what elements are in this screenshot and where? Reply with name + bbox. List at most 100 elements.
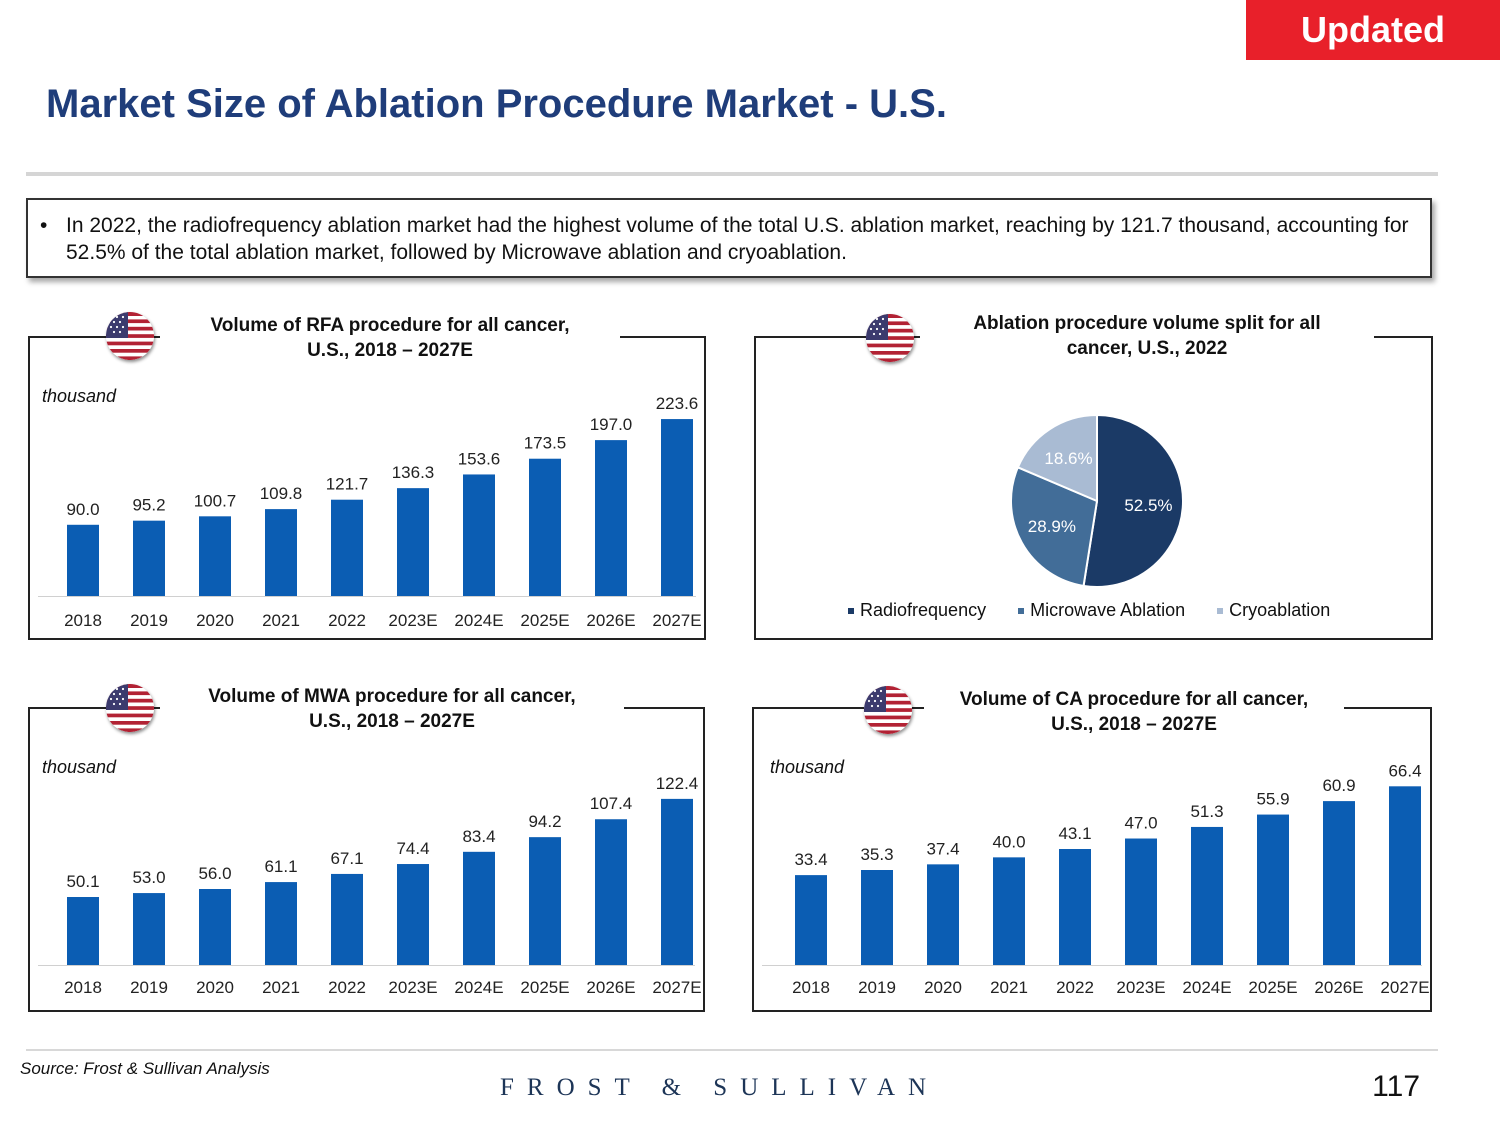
ca-chart-title: Volume of CA procedure for all cancer, U.… [924,687,1344,737]
ca-value-label: 43.1 [1058,824,1091,843]
title-divider [26,172,1438,176]
legend-item-cryoablation: Cryoablation [1217,600,1330,621]
mwa-bar [133,893,165,965]
mwa-value-label: 122.4 [656,774,699,793]
ca-tick-label: 2021 [990,978,1028,997]
bullet-marker: • [40,214,48,237]
mwa-value-label: 83.4 [462,827,495,846]
rfa-tick-label: 2021 [262,611,300,630]
ca-value-label: 55.9 [1256,790,1289,809]
rfa-bar [661,419,693,596]
summary-box: • In 2022, the radiofrequency ablation m… [26,198,1432,278]
rfa-bar [595,440,627,596]
mwa-value-label: 107.4 [590,794,633,813]
mwa-bar-chart: 50.1 2018 53.0 2019 56.0 2020 61.1 2021 67.1 2022… [38,774,702,997]
ca-tick-label: 2022 [1056,978,1094,997]
pie-value-label: 52.5% [1124,496,1172,515]
ca-bar [861,870,893,965]
mwa-bar [595,819,627,965]
ca-value-label: 60.9 [1322,776,1355,795]
summary-text: In 2022, the radiofrequency ablation mar… [66,214,1409,264]
mwa-tick-label: 2025E [520,978,569,997]
mwa-value-label: 74.4 [396,839,429,858]
rfa-tick-label: 2020 [196,611,234,630]
legend-swatch [848,607,854,614]
us-flag-icon [106,312,154,360]
source-note: Source: Frost & Sullivan Analysis [20,1059,270,1078]
rfa-bar [133,520,165,596]
rfa-value-label: 173.5 [524,434,567,453]
mwa-bar [265,882,297,965]
mwa-chart-panel: 50.1 2018 53.0 2019 56.0 2020 61.1 2021 67.1 2022… [28,707,705,1012]
ca-value-label: 37.4 [926,839,959,858]
us-flag-icon [866,314,914,362]
legend-item-radiofrequency: Radiofrequency [848,600,986,621]
mwa-value-label: 53.0 [132,868,165,887]
ca-bar [1323,801,1355,965]
split-chart-title: Ablation procedure volume split for all c… [920,311,1374,361]
rfa-unit-label: thousand [42,386,117,406]
mwa-bar [529,837,561,965]
rfa-bar [529,458,561,596]
mwa-value-label: 94.2 [528,812,561,831]
ca-tick-label: 2019 [858,978,896,997]
ca-tick-label: 2024E [1182,978,1231,997]
rfa-tick-label: 2024E [454,611,503,630]
ca-bar [795,875,827,965]
rfa-tick-label: 2026E [586,611,635,630]
pie-slice-microwave-ablation [1010,466,1099,588]
ca-tick-label: 2025E [1248,978,1297,997]
mwa-tick-label: 2023E [388,978,437,997]
ca-tick-label: 2023E [1116,978,1165,997]
mwa-value-label: 50.1 [66,872,99,891]
split-chart-panel: 52.5% 28.9% 18.6% Radiofrequency Microwave… [754,336,1433,640]
rfa-value-label: 109.8 [260,484,303,503]
ca-bar [1125,838,1157,965]
mwa-tick-label: 2020 [196,978,234,997]
rfa-tick-label: 2022 [328,611,366,630]
ca-bar [993,857,1025,965]
rfa-tick-label: 2027E [652,611,701,630]
mwa-bar [661,798,693,965]
ca-bar [927,864,959,965]
pie-legend: Radiofrequency Microwave Ablation Cryoab… [848,600,1330,621]
rfa-chart-title: Volume of RFA procedure for all cancer, U… [160,313,620,363]
page-number: 117 [1372,1070,1420,1103]
pie-slice-radiofrequency [1082,413,1184,588]
mwa-tick-label: 2024E [454,978,503,997]
mwa-tick-label: 2027E [652,978,701,997]
mwa-bar [331,873,363,965]
us-flag-icon [106,684,154,732]
rfa-tick-label: 2025E [520,611,569,630]
ca-bar [1389,786,1421,965]
rfa-bar [67,524,99,596]
rfa-value-label: 136.3 [392,463,435,482]
rfa-tick-label: 2023E [388,611,437,630]
mwa-value-label: 67.1 [330,849,363,868]
rfa-value-label: 121.7 [326,475,369,494]
ca-chart-panel: 33.4 2018 35.3 2019 37.4 2020 40.0 2021 43.1 2022… [752,707,1432,1012]
legend-swatch [1217,607,1224,614]
mwa-tick-label: 2026E [586,978,635,997]
ca-bar [1059,849,1091,965]
rfa-bar [397,488,429,596]
updated-badge: Updated [1246,0,1500,60]
mwa-value-label: 56.0 [198,864,231,883]
mwa-tick-label: 2018 [64,978,102,997]
ca-value-label: 66.4 [1388,761,1421,780]
rfa-value-label: 90.0 [66,500,99,519]
ca-bar [1191,826,1223,965]
rfa-value-label: 95.2 [132,496,165,515]
rfa-bar [331,499,363,596]
ca-tick-label: 2018 [792,978,830,997]
rfa-tick-label: 2018 [64,611,102,630]
mwa-tick-label: 2021 [262,978,300,997]
legend-item-microwave: Microwave Ablation [1018,600,1185,621]
ca-value-label: 33.4 [794,850,827,869]
rfa-value-label: 100.7 [194,491,237,510]
mwa-unit-label: thousand [42,757,117,777]
mwa-bar [199,889,231,965]
rfa-bar [265,509,297,596]
rfa-value-label: 153.6 [458,449,501,468]
ca-unit-label: thousand [770,757,845,777]
